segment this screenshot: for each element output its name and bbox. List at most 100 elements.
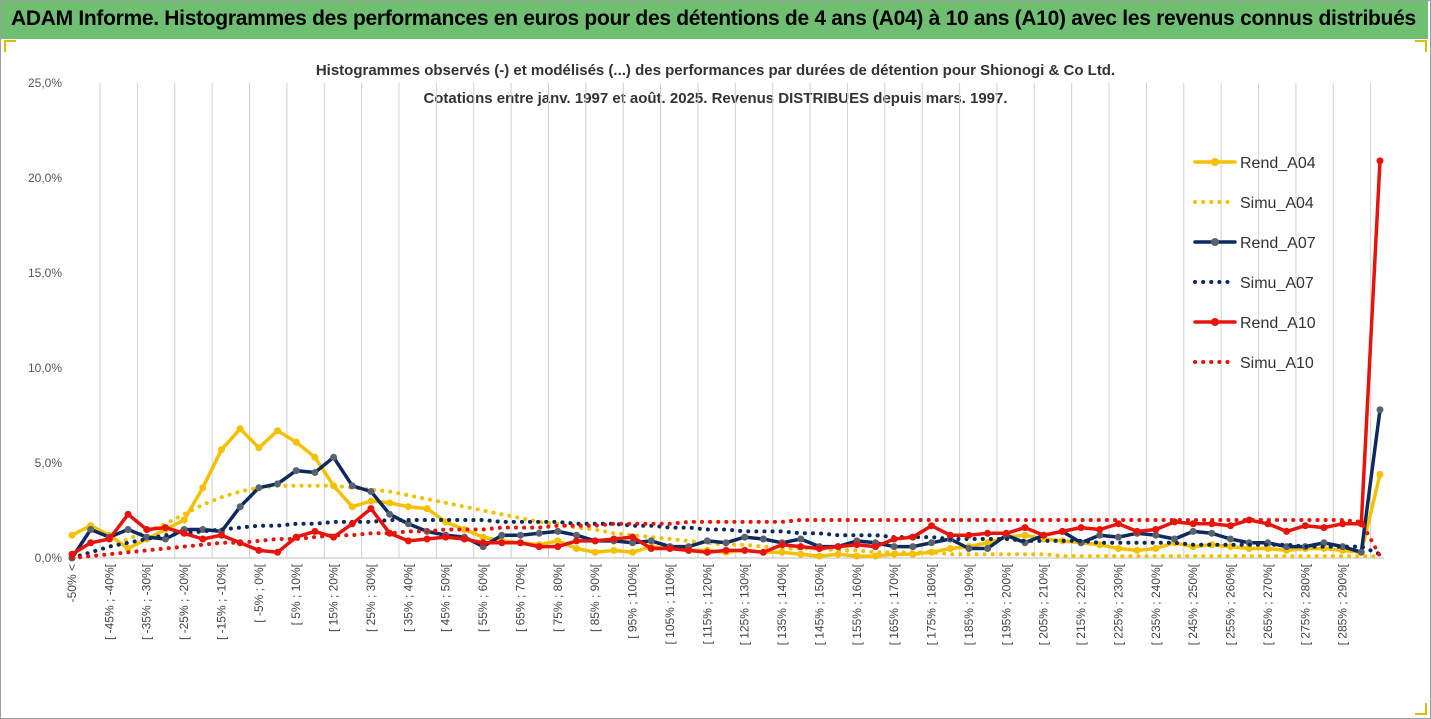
data-point xyxy=(1096,531,1104,539)
data-point xyxy=(199,535,207,543)
data-point xyxy=(367,497,375,505)
data-point xyxy=(274,427,282,435)
data-point xyxy=(722,539,730,547)
data-point xyxy=(928,522,936,530)
data-point xyxy=(797,535,805,543)
x-tick-label: [ 25% ; 30%[ xyxy=(364,563,378,632)
data-point xyxy=(741,533,749,541)
data-point xyxy=(1283,527,1291,535)
data-point xyxy=(68,550,76,558)
data-point xyxy=(255,546,263,554)
data-point xyxy=(498,539,506,547)
data-point xyxy=(1227,535,1235,543)
x-tick-label: [ 235% ; 240%[ xyxy=(1149,563,1163,645)
legend-marker xyxy=(1211,158,1219,166)
data-point xyxy=(554,543,562,551)
y-tick-label: 0,0% xyxy=(35,551,63,565)
x-tick-label: [ 105% ; 110%[ xyxy=(663,563,677,644)
data-point xyxy=(1021,531,1029,539)
data-point xyxy=(1208,520,1216,528)
data-point xyxy=(274,480,282,488)
data-point xyxy=(292,467,300,475)
data-point xyxy=(928,539,936,547)
data-point xyxy=(404,537,412,545)
data-point xyxy=(778,541,786,549)
data-point xyxy=(834,550,842,558)
x-tick-label: [ -35% ; -30%[ xyxy=(140,563,154,640)
chart-title-line-2: Cotations entre janv. 1997 et août. 2025… xyxy=(423,90,1008,107)
data-point xyxy=(1114,533,1122,541)
data-point xyxy=(890,535,898,543)
data-point xyxy=(386,499,394,507)
data-point xyxy=(348,520,356,528)
data-point xyxy=(404,503,412,511)
data-point xyxy=(311,527,319,535)
data-point xyxy=(629,539,637,547)
x-tick-label: [ 55% ; 60%[ xyxy=(476,563,490,632)
data-point xyxy=(479,539,487,547)
data-point xyxy=(1208,529,1216,537)
data-point xyxy=(255,444,263,452)
data-point xyxy=(423,535,431,543)
corner-mark xyxy=(1415,40,1427,52)
data-point xyxy=(535,529,543,537)
data-point xyxy=(965,545,973,552)
data-point xyxy=(759,548,767,556)
data-point xyxy=(871,552,879,560)
data-point xyxy=(348,482,356,490)
legend-marker xyxy=(1211,318,1219,326)
data-point xyxy=(1040,531,1048,539)
x-tick-label: [ 205% ; 210%[ xyxy=(1037,563,1051,645)
data-point xyxy=(573,531,581,539)
data-point xyxy=(1170,535,1178,543)
data-point xyxy=(460,526,468,533)
x-tick-label: [ 5% ; 10%[ xyxy=(289,563,303,625)
x-tick-label: [ 255% ; 260%[ xyxy=(1224,563,1238,645)
data-point xyxy=(946,531,954,539)
x-tick-label: [ 215% ; 220%[ xyxy=(1074,563,1088,645)
data-point xyxy=(1189,520,1197,528)
chart-title-line-1: Histogrammes observés (-) et modélisés (… xyxy=(315,62,1116,79)
data-point xyxy=(834,543,842,551)
data-point xyxy=(1189,527,1197,535)
data-point xyxy=(124,545,132,552)
data-point xyxy=(1339,543,1347,551)
legend-label: Rend_A10 xyxy=(1240,315,1316,332)
data-point xyxy=(386,510,394,518)
x-tick-label: -50% < xyxy=(65,564,79,602)
data-point xyxy=(68,531,76,539)
data-point xyxy=(404,520,412,528)
data-point xyxy=(180,516,188,524)
data-point xyxy=(348,503,356,511)
data-point xyxy=(442,533,450,541)
data-point xyxy=(1152,526,1160,533)
data-point xyxy=(143,533,151,541)
x-tick-label: [ 85% ; 90%[ xyxy=(588,563,602,632)
data-point xyxy=(591,537,599,545)
data-point xyxy=(853,552,861,560)
data-point xyxy=(984,529,992,537)
data-point xyxy=(535,543,543,551)
data-point xyxy=(946,545,954,552)
report-banner: ADAM Informe. Histogrammes des performan… xyxy=(1,1,1428,39)
data-point xyxy=(1320,539,1328,547)
x-tick-label: [ 145% ; 150%[ xyxy=(812,563,826,645)
data-point xyxy=(909,543,917,551)
data-point xyxy=(274,548,282,556)
data-point xyxy=(143,526,151,533)
data-point xyxy=(498,531,506,539)
data-point xyxy=(1245,545,1253,552)
series-line-simu_a07 xyxy=(70,518,1382,560)
data-point xyxy=(853,541,861,549)
x-tick-label: [ 115% ; 120%[ xyxy=(700,563,714,644)
data-point xyxy=(479,533,487,541)
data-point xyxy=(1376,157,1384,165)
data-point xyxy=(1339,520,1347,528)
x-tick-label: [ 195% ; 200%[ xyxy=(999,563,1013,645)
data-point xyxy=(1264,520,1272,528)
data-point xyxy=(1096,526,1104,533)
legend-label: Simu_A10 xyxy=(1240,355,1314,372)
data-point xyxy=(1301,522,1309,530)
data-point xyxy=(87,526,95,533)
